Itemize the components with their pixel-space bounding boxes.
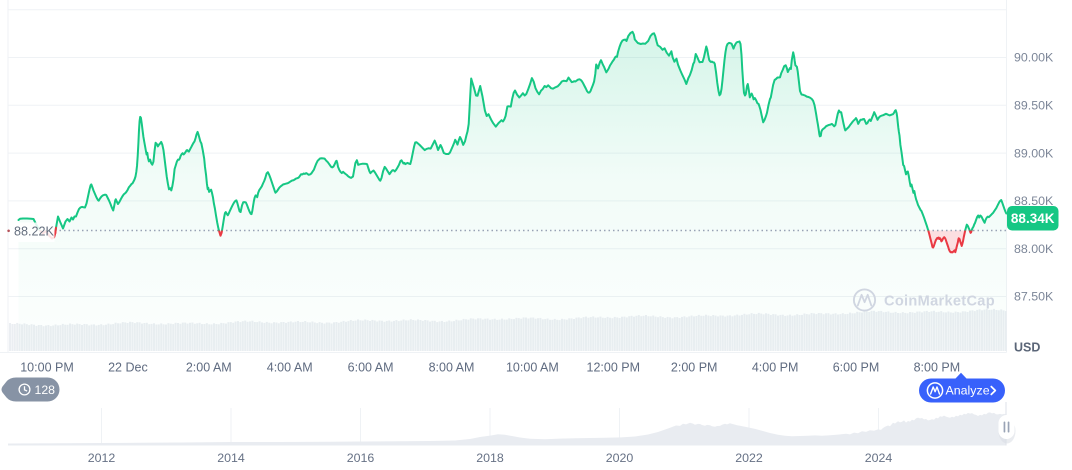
svg-text:2014: 2014 [217, 451, 245, 465]
svg-text:2018: 2018 [476, 451, 504, 465]
svg-text:2:00 PM: 2:00 PM [671, 361, 718, 375]
svg-text:2:00 AM: 2:00 AM [186, 361, 232, 375]
svg-text:22 Dec: 22 Dec [108, 361, 148, 375]
svg-text:6:00 AM: 6:00 AM [348, 361, 394, 375]
svg-text:88.50K: 88.50K [1014, 194, 1054, 208]
svg-text:2024: 2024 [865, 451, 893, 465]
svg-text:2012: 2012 [88, 451, 116, 465]
svg-text:2022: 2022 [735, 451, 763, 465]
svg-text:2020: 2020 [606, 451, 634, 465]
svg-text:4:00 AM: 4:00 AM [267, 361, 313, 375]
svg-text:88.00K: 88.00K [1014, 242, 1054, 256]
svg-text:89.50K: 89.50K [1014, 99, 1054, 113]
svg-text:Analyze: Analyze [946, 384, 990, 398]
svg-text:USD: USD [1014, 341, 1040, 355]
svg-text:8:00 AM: 8:00 AM [429, 361, 475, 375]
svg-text:88.22K: 88.22K [14, 224, 55, 238]
svg-text:8:00 PM: 8:00 PM [914, 361, 961, 375]
svg-text:2016: 2016 [347, 451, 375, 465]
svg-text:10:00 PM: 10:00 PM [20, 361, 74, 375]
svg-text:CoinMarketCap: CoinMarketCap [884, 293, 995, 309]
svg-text:87.50K: 87.50K [1014, 290, 1054, 304]
svg-text:4:00 PM: 4:00 PM [752, 361, 799, 375]
svg-text:10:00 AM: 10:00 AM [506, 361, 559, 375]
svg-text:89.00K: 89.00K [1014, 146, 1054, 160]
svg-text:88.34K: 88.34K [1011, 211, 1055, 226]
svg-text:90.00K: 90.00K [1014, 51, 1054, 65]
svg-text:12:00 PM: 12:00 PM [587, 361, 641, 375]
svg-text:6:00 PM: 6:00 PM [833, 361, 880, 375]
svg-text:128: 128 [35, 383, 56, 397]
